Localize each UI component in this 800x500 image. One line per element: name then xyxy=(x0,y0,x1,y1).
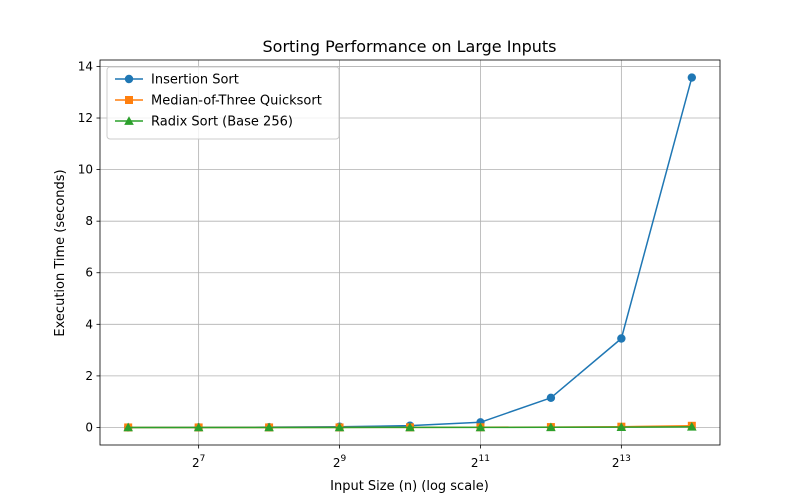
data-point xyxy=(125,96,133,104)
chart-title: Sorting Performance on Large Inputs xyxy=(263,37,557,56)
data-point xyxy=(193,422,204,432)
y-axis: 0 2 4 6 8 10 12 14 xyxy=(78,59,100,434)
legend-item: Radix Sort (Base 256) xyxy=(115,115,293,130)
legend-item: Median-of-Three Quicksort xyxy=(115,94,322,109)
legend-label: Insertion Sort xyxy=(151,73,239,88)
data-point xyxy=(405,422,415,432)
y-tick-label: 10 xyxy=(78,163,93,177)
x-axis-label: Input Size (n) (log scale) xyxy=(330,479,489,494)
data-point xyxy=(264,422,274,432)
x-tick-label: 213 xyxy=(612,454,631,470)
plot-frame xyxy=(99,59,721,446)
series-layer xyxy=(123,73,697,432)
data-point xyxy=(123,422,133,432)
y-tick-label: 6 xyxy=(85,266,93,280)
x-axis: 27 29 211 213 xyxy=(192,445,631,470)
series-group xyxy=(123,422,697,432)
y-tick-label: 0 xyxy=(85,420,93,434)
data-point xyxy=(475,422,486,432)
y-tick-label: 8 xyxy=(85,214,93,228)
data-point xyxy=(124,74,134,84)
legend-item: Insertion Sort xyxy=(115,73,239,88)
data-point xyxy=(334,422,345,432)
x-tick-label: 211 xyxy=(471,454,490,470)
legend: Insertion Sort Median-of-Three Quicksort R… xyxy=(106,66,340,140)
data-point xyxy=(546,393,556,403)
x-tick-label: 29 xyxy=(333,454,347,470)
y-tick-label: 4 xyxy=(85,317,93,331)
x-tick-label: 27 xyxy=(192,454,205,470)
data-point xyxy=(687,422,697,431)
y-axis-label: Execution Time (seconds) xyxy=(53,169,68,336)
legend-box xyxy=(106,66,340,140)
data-point xyxy=(687,73,697,82)
data-point xyxy=(546,422,556,432)
y-tick-label: 14 xyxy=(78,59,93,73)
data-point xyxy=(124,116,134,125)
data-point xyxy=(617,334,626,343)
legend-label: Median-of-Three Quicksort xyxy=(151,94,322,109)
y-tick-label: 12 xyxy=(78,111,93,125)
y-tick-label: 2 xyxy=(85,369,93,383)
data-point xyxy=(616,422,627,431)
legend-label: Radix Sort (Base 256) xyxy=(151,115,293,130)
